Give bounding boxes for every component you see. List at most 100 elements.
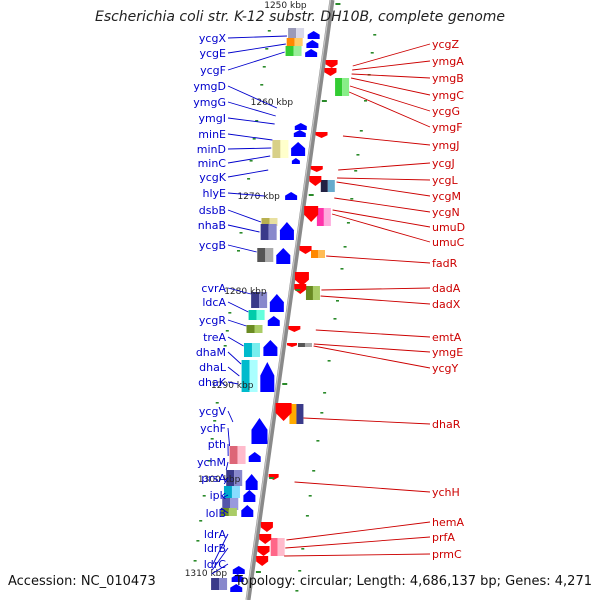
track-tick — [250, 160, 253, 162]
forward-gene-arrow — [308, 31, 320, 39]
forward-gene-label: ldcA — [202, 296, 226, 309]
track-tick — [336, 300, 339, 302]
gene-block — [296, 28, 304, 38]
reverse-gene-label: ymgJ — [432, 139, 459, 152]
reverse-gene-label: ycgM — [432, 190, 461, 203]
reverse-gene-label: ymgB — [432, 72, 464, 85]
reverse-gene-connector — [337, 178, 430, 180]
reverse-gene-arrow — [324, 68, 336, 76]
forward-gene-connector — [228, 245, 257, 252]
forward-gene-connector — [228, 411, 233, 422]
gene-block — [295, 38, 303, 46]
track-tick — [295, 590, 298, 592]
map-title: Escherichia coli str. K-12 substr. DH10B… — [0, 9, 600, 25]
track-tick — [253, 138, 256, 140]
reverse-gene-arrow — [309, 176, 321, 186]
reverse-gene-label: umuD — [432, 221, 465, 234]
reverse-gene-connector — [338, 163, 430, 170]
gene-block — [321, 180, 328, 192]
gene-block — [255, 325, 263, 333]
gene-block — [342, 78, 349, 96]
gene-block — [238, 446, 246, 464]
reverse-gene-label: umuC — [432, 236, 465, 249]
track-tick — [320, 412, 323, 414]
reverse-gene-arrow — [259, 534, 271, 544]
forward-gene-arrow — [294, 130, 306, 137]
gene-block — [318, 250, 325, 258]
reverse-gene-label: ymgF — [432, 121, 463, 134]
forward-gene-label: ldrA — [204, 528, 227, 541]
gene-block — [257, 248, 265, 262]
gene-block — [280, 140, 288, 158]
reverse-gene-label: ycgG — [432, 105, 460, 118]
forward-gene-label: ycgF — [200, 64, 226, 77]
topology-text: Topology: circular; Length: 4,686,137 bp… — [235, 574, 592, 589]
gene-block — [219, 578, 227, 590]
gene-block — [324, 208, 331, 226]
gene-block — [288, 28, 296, 38]
forward-gene-label: ycgV — [199, 405, 227, 418]
reverse-gene-connector — [314, 346, 430, 368]
forward-gene-connector — [228, 428, 230, 446]
ruler-tick-mark — [269, 477, 274, 479]
reverse-gene-arrow — [261, 522, 273, 532]
gene-block — [252, 343, 260, 357]
track-tick — [240, 232, 243, 234]
gene-block — [296, 404, 303, 424]
forward-gene-label: ldrC — [204, 558, 227, 571]
reverse-gene-connector — [337, 182, 430, 196]
gene-block — [211, 578, 219, 590]
forward-gene-connector — [228, 170, 268, 177]
reverse-gene-label: ycgJ — [432, 157, 455, 170]
gene-block — [335, 78, 342, 96]
forward-gene-label: ycgK — [199, 171, 227, 184]
reverse-gene-label: fadR — [432, 257, 458, 270]
track-tick — [226, 330, 229, 332]
track-tick — [309, 495, 312, 497]
ruler-tick-mark — [282, 383, 287, 385]
forward-gene-label: minE — [198, 128, 226, 141]
gene-block — [272, 140, 280, 158]
track-tick — [268, 30, 271, 32]
gene-block — [311, 250, 318, 258]
reverse-gene-arrow — [304, 206, 318, 222]
reverse-gene-label: dadX — [432, 298, 461, 311]
reverse-gene-label: dhaR — [432, 418, 461, 431]
forward-gene-label: treA — [203, 331, 226, 344]
forward-gene-arrow — [251, 418, 267, 444]
forward-gene-label: ychF — [200, 422, 226, 435]
forward-gene-connector — [228, 118, 275, 124]
reverse-gene-label: ycgL — [432, 174, 459, 187]
track-tick — [306, 515, 309, 517]
track-tick — [203, 495, 206, 497]
forward-gene-arrow — [285, 192, 297, 200]
forward-gene-label: nhaB — [198, 219, 226, 232]
track-tick — [216, 402, 219, 404]
gene-block — [265, 248, 273, 262]
gene-block — [230, 446, 238, 464]
gene-block — [249, 310, 257, 320]
gene-block — [313, 286, 320, 300]
track-tick — [228, 312, 231, 314]
track-tick — [247, 178, 250, 180]
forward-gene-label: ymgG — [193, 96, 226, 109]
reverse-gene-connector — [351, 78, 430, 95]
ruler-tick-mark — [335, 3, 340, 5]
forward-gene-connector — [228, 210, 261, 222]
reverse-gene-arrow — [316, 132, 328, 138]
reverse-gene-arrow — [288, 326, 300, 332]
gene-block — [232, 486, 240, 498]
forward-gene-arrow — [292, 158, 300, 164]
reverse-gene-label: emtA — [432, 331, 462, 344]
forward-gene-arrow — [268, 316, 280, 326]
track-tick — [316, 440, 319, 442]
track-tick — [328, 360, 331, 362]
gene-block — [294, 46, 302, 56]
reverse-gene-label: ymgC — [432, 89, 464, 102]
reverse-gene-arrow — [300, 246, 312, 254]
ruler-tick-mark — [295, 289, 300, 291]
reverse-gene-connector — [349, 92, 430, 127]
forward-gene-label: ychM — [197, 456, 226, 469]
gene-block — [305, 343, 312, 347]
